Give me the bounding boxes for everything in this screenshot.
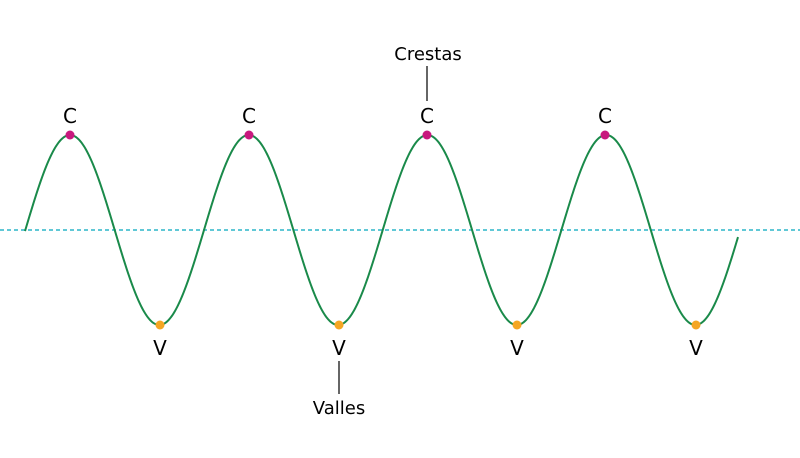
trough-point: [334, 320, 344, 330]
trough-marker-label: V: [153, 336, 167, 360]
crest-marker-label: C: [420, 104, 434, 128]
crest-callout-label: Crestas: [394, 44, 462, 65]
crest-point: [422, 130, 432, 140]
crest-marker-label: C: [242, 104, 256, 128]
crest-point: [600, 130, 610, 140]
sine-wave: [24, 133, 739, 327]
crest-marker-label: C: [598, 104, 612, 128]
trough-marker-label: V: [510, 336, 524, 360]
trough-point: [512, 320, 522, 330]
trough-marker-label: V: [332, 336, 346, 360]
trough-point: [155, 320, 165, 330]
crest-marker-label: C: [63, 104, 77, 128]
crest-point: [244, 130, 254, 140]
crest-point: [65, 130, 75, 140]
trough-callout-label: Valles: [313, 398, 365, 419]
trough-marker-label: V: [689, 336, 703, 360]
trough-point: [691, 320, 701, 330]
